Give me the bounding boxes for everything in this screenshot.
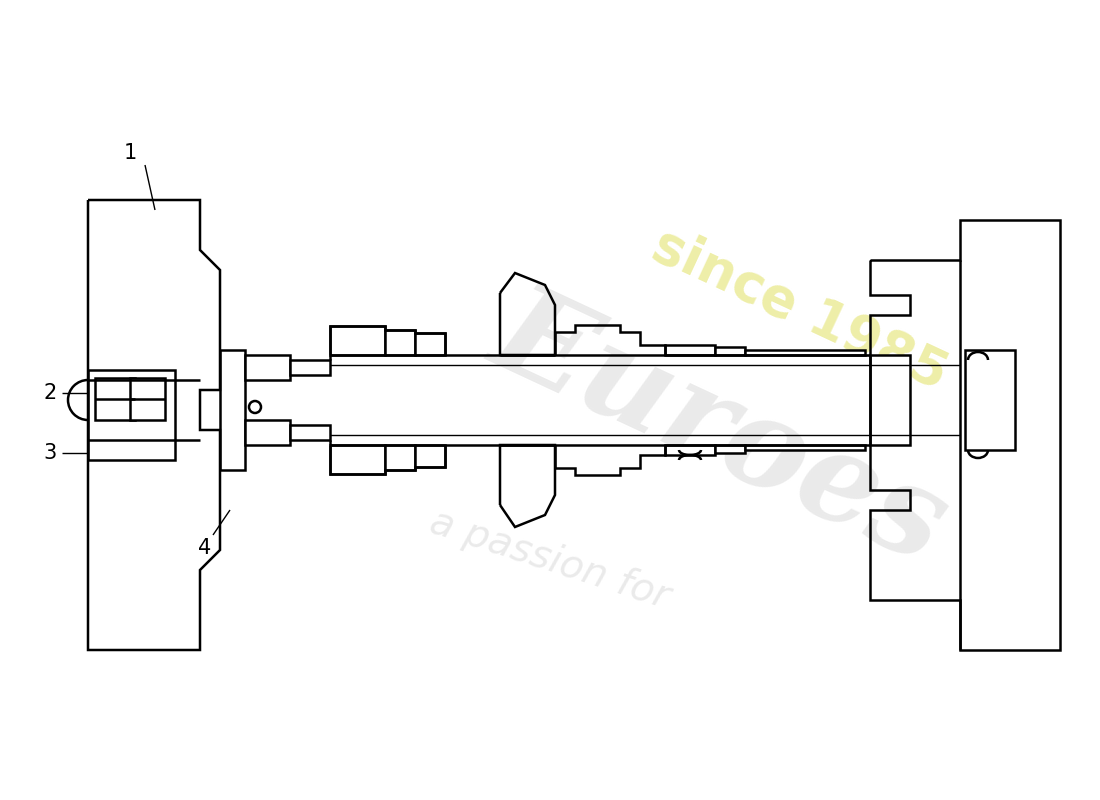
Bar bbox=[385, 445, 415, 470]
Text: 4: 4 bbox=[198, 538, 211, 558]
Bar bbox=[745, 350, 865, 355]
Bar bbox=[385, 330, 415, 355]
Bar bbox=[965, 350, 1015, 450]
Bar bbox=[745, 445, 865, 450]
Text: since 1985: since 1985 bbox=[645, 219, 956, 401]
Bar bbox=[245, 355, 290, 380]
Text: 3: 3 bbox=[43, 443, 56, 463]
Text: 1: 1 bbox=[123, 143, 136, 163]
Bar bbox=[666, 445, 715, 455]
Text: Euroes: Euroes bbox=[474, 273, 966, 587]
Bar bbox=[330, 326, 385, 355]
Text: a passion for: a passion for bbox=[426, 503, 674, 617]
Bar bbox=[330, 445, 385, 474]
Bar bbox=[220, 350, 245, 470]
Bar bbox=[95, 378, 135, 420]
Bar bbox=[715, 445, 745, 453]
Bar bbox=[666, 345, 715, 355]
Bar bbox=[245, 420, 290, 445]
Bar bbox=[415, 445, 446, 467]
Bar bbox=[290, 425, 330, 440]
Bar bbox=[415, 333, 446, 355]
Bar bbox=[290, 360, 330, 375]
Bar bbox=[715, 347, 745, 355]
Text: 2: 2 bbox=[43, 383, 56, 403]
Bar bbox=[88, 370, 175, 460]
Bar bbox=[870, 355, 910, 445]
Bar bbox=[130, 378, 165, 420]
